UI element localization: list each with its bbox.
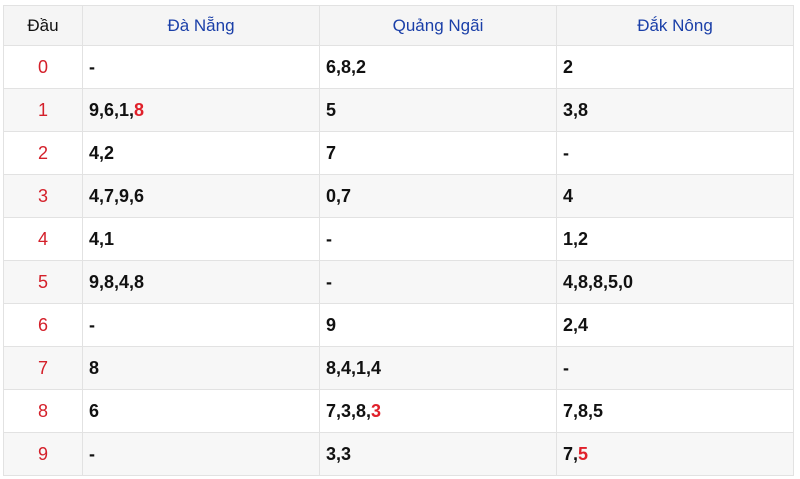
- number-list: 7,8,5: [563, 400, 604, 421]
- row-cell: -: [82, 45, 320, 89]
- row-cell: -: [556, 346, 794, 390]
- row-cell: 2: [556, 45, 794, 89]
- row-cell: 8: [82, 346, 320, 390]
- number-list: 4,7,9,6: [89, 185, 145, 206]
- number-list: 2: [563, 56, 574, 77]
- row-cell: 7,3,8,3: [319, 389, 557, 433]
- row-cell: 6,8,2: [319, 45, 557, 89]
- number-list: -: [89, 314, 95, 335]
- number-list: 4,8,8,5,0: [563, 271, 634, 292]
- row-head-digit: 0: [3, 45, 83, 89]
- row-cell: 6: [82, 389, 320, 433]
- number-list: -: [89, 56, 95, 77]
- row-head-digit: 1: [3, 88, 83, 132]
- table-row: 9- 3,3 7,5: [3, 432, 794, 476]
- number-list: 1,2: [563, 228, 589, 249]
- row-cell: 2,4: [556, 303, 794, 347]
- number-list: 2,4: [563, 314, 589, 335]
- number-list: 7: [326, 142, 337, 163]
- table-row: 1 9,6,1,8 5 3,8: [3, 88, 794, 132]
- row-cell: 4,1: [82, 217, 320, 261]
- number-list: 6: [89, 400, 100, 421]
- row-cell: 1,2: [556, 217, 794, 261]
- number-list: 4: [563, 185, 574, 206]
- row-cell: 5: [319, 88, 557, 132]
- number-list: 9: [326, 314, 337, 335]
- row-cell: 4,8,8,5,0: [556, 260, 794, 304]
- number-list: -: [326, 228, 332, 249]
- number-list: -: [563, 142, 569, 163]
- loto-head-table: Đầu Đà Nẵng Quảng Ngãi Đắk Nông 0-6,8,2 2…: [3, 5, 794, 476]
- table-row: 7 8 8,4,1,4 -: [3, 346, 794, 390]
- highlighted-number: 8: [134, 99, 145, 120]
- row-cell: 0,7: [319, 174, 557, 218]
- table-row: 6- 9 2,4: [3, 303, 794, 347]
- table-row: 8 6 7,3,8,3 7,8,5: [3, 389, 794, 433]
- row-head-digit: 8: [3, 389, 83, 433]
- table-row: 3 4,7,9,6 0,7 4: [3, 174, 794, 218]
- row-head-digit: 4: [3, 217, 83, 261]
- table-row: 4 4,1 - 1,2: [3, 217, 794, 261]
- row-cell: -: [556, 131, 794, 175]
- number-list: -: [89, 443, 95, 464]
- table-row: 5 9,8,4,8 - 4,8,8,5,0: [3, 260, 794, 304]
- row-cell: 7,8,5: [556, 389, 794, 433]
- row-cell: 9,8,4,8: [82, 260, 320, 304]
- number-list: 9,6,1,: [89, 99, 135, 120]
- row-cell: 4,2: [82, 131, 320, 175]
- row-cell: 4,7,9,6: [82, 174, 320, 218]
- row-cell: -: [319, 260, 557, 304]
- row-cell: 9,6,1,8: [82, 88, 320, 132]
- row-cell: 7: [319, 131, 557, 175]
- number-list: 5: [326, 99, 337, 120]
- header-province-da-nang: Đà Nẵng: [82, 5, 320, 46]
- row-cell: 3,3: [319, 432, 557, 476]
- header-province-dak-nong: Đắk Nông: [556, 5, 794, 46]
- number-list: 8,4,1,4: [326, 357, 382, 378]
- row-cell: 4: [556, 174, 794, 218]
- highlighted-number: 3: [371, 400, 382, 421]
- number-list: 4,2: [89, 142, 115, 163]
- number-list: 3,8: [563, 99, 589, 120]
- row-head-digit: 9: [3, 432, 83, 476]
- row-head-digit: 6: [3, 303, 83, 347]
- header-row: Đầu Đà Nẵng Quảng Ngãi Đắk Nông: [3, 5, 794, 46]
- number-list: 7,: [563, 443, 579, 464]
- row-cell: -: [82, 303, 320, 347]
- row-cell: -: [82, 432, 320, 476]
- row-head-digit: 7: [3, 346, 83, 390]
- number-list: 6,8,2: [326, 56, 367, 77]
- row-cell: 7,5: [556, 432, 794, 476]
- row-head-digit: 2: [3, 131, 83, 175]
- row-head-digit: 3: [3, 174, 83, 218]
- header-province-quang-ngai: Quảng Ngãi: [319, 5, 557, 46]
- table-row: 0- 6,8,2 2: [3, 45, 794, 89]
- row-cell: 8,4,1,4: [319, 346, 557, 390]
- row-head-digit: 5: [3, 260, 83, 304]
- row-cell: 9: [319, 303, 557, 347]
- number-list: 7,3,8,: [326, 400, 372, 421]
- number-list: 9,8,4,8: [89, 271, 145, 292]
- number-list: 4,1: [89, 228, 115, 249]
- number-list: -: [563, 357, 569, 378]
- number-list: 0,7: [326, 185, 352, 206]
- header-dau: Đầu: [3, 5, 83, 46]
- row-cell: -: [319, 217, 557, 261]
- number-list: 3,3: [326, 443, 352, 464]
- highlighted-number: 5: [578, 443, 589, 464]
- number-list: 8: [89, 357, 100, 378]
- number-list: -: [326, 271, 332, 292]
- table-row: 2 4,2 7 -: [3, 131, 794, 175]
- row-cell: 3,8: [556, 88, 794, 132]
